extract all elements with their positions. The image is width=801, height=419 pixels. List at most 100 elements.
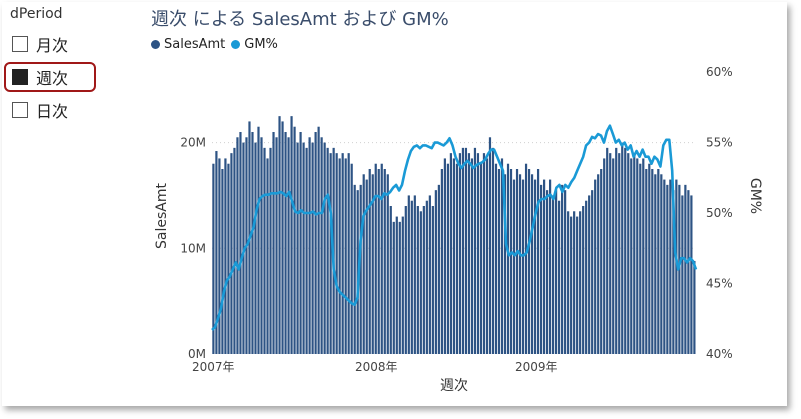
salesamt-bar [455, 163, 459, 354]
y2-tick-label: 45% [706, 277, 733, 291]
slicer-item-label: 月次 [36, 36, 69, 55]
salesamt-bar [570, 216, 573, 354]
salesamt-bar [335, 153, 338, 354]
salesamt-bar [467, 153, 471, 354]
salesamt-bar [612, 158, 615, 354]
x-tick-label: 2008年 [355, 360, 398, 374]
salesamt-bar [401, 216, 404, 354]
salesamt-bar [618, 153, 621, 354]
salesamt-bar [506, 163, 510, 354]
salesamt-bar [497, 169, 501, 354]
salesamt-bar [500, 158, 504, 354]
salesamt-bar [606, 147, 609, 354]
salesamt-bar [386, 174, 389, 354]
salesamt-bar [533, 179, 537, 354]
salesamt-bar [603, 158, 606, 354]
salesamt-bar [263, 147, 266, 354]
salesamt-bar [582, 206, 585, 354]
salesamt-bar [509, 169, 513, 354]
y2-tick-label: 50% [706, 206, 733, 220]
salesamt-bar [536, 169, 540, 354]
salesamt-bar [693, 260, 696, 354]
salesamt-bar [323, 142, 326, 354]
salesamt-bar [272, 132, 275, 354]
salesamt-bar [443, 158, 446, 354]
salesamt-bar [296, 142, 299, 354]
salesamt-bar [311, 142, 314, 354]
salesamt-bar [398, 221, 401, 354]
salesamt-bar [347, 153, 350, 354]
salesamt-bar [389, 206, 392, 354]
salesamt-bar [383, 169, 386, 354]
salesamt-bar [350, 163, 353, 354]
salesamt-bar [597, 174, 600, 354]
salesamt-bar [654, 174, 657, 354]
selection-highlight [4, 62, 96, 92]
salesamt-bar [452, 158, 456, 354]
salesamt-bar [329, 153, 332, 354]
salesamt-bar [564, 190, 567, 354]
salesamt-bar [260, 137, 263, 354]
slicer-item-daily[interactable]: 日次 [12, 99, 68, 121]
salesamt-bar [227, 163, 230, 354]
salesamt-bar [552, 195, 555, 354]
salesamt-bar [579, 211, 582, 354]
y-tick-label: 10M [180, 241, 206, 255]
salesamt-bar [473, 147, 477, 354]
salesamt-bar [326, 147, 329, 354]
salesamt-bar [648, 163, 651, 354]
salesamt-bar [320, 137, 323, 354]
salesamt-bar [278, 116, 281, 355]
salesamt-bar [368, 169, 371, 354]
salesamt-bar [425, 200, 428, 354]
salesamt-bar [567, 211, 570, 354]
salesamt-bar [374, 163, 377, 354]
checkbox-icon[interactable] [12, 36, 28, 52]
salesamt-bar [515, 169, 519, 354]
salesamt-bar [422, 206, 425, 354]
salesamt-bar [630, 158, 633, 354]
legend-item-salesamt[interactable]: SalesAmt [151, 37, 225, 52]
salesamt-bar [428, 195, 431, 354]
salesamt-bar [672, 190, 675, 354]
y-axis-title: SalesAmt [154, 183, 170, 249]
salesamt-bar [639, 163, 642, 354]
salesamt-bar [413, 195, 416, 354]
chart-legend: SalesAmt GM% [151, 37, 284, 52]
salesamt-bar [633, 153, 636, 354]
salesamt-bar [542, 179, 546, 354]
salesamt-bar [591, 190, 594, 354]
salesamt-bar [576, 216, 579, 354]
salesamt-bar [690, 195, 693, 354]
salesamt-bar [215, 151, 218, 354]
salesamt-bar [657, 169, 660, 354]
salesamt-bar [485, 158, 489, 354]
checkbox-checked-icon[interactable] [12, 69, 28, 85]
salesamt-bar [362, 174, 365, 354]
salesamt-bar [236, 137, 239, 354]
chart-title: 週次 による SalesAmt および GM% [151, 9, 449, 30]
salesamt-bar [284, 132, 287, 354]
slicer-item-monthly[interactable]: 月次 [12, 33, 68, 55]
legend-item-gm[interactable]: GM% [231, 37, 278, 52]
salesamt-bar [437, 184, 440, 354]
salesamt-bar [353, 184, 356, 354]
salesamt-bar [660, 174, 663, 354]
salesamt-bar [461, 147, 465, 354]
salesamt-bar [404, 206, 407, 354]
salesamt-bar [446, 163, 449, 354]
salesamt-bar [344, 158, 347, 354]
salesamt-bar [338, 158, 341, 354]
salesamt-bar [233, 147, 236, 354]
salesamt-bar [410, 200, 413, 354]
y2-tick-label: 60% [706, 65, 733, 79]
y-tick-label: 0M [188, 347, 206, 361]
salesamt-bar [476, 153, 480, 354]
salesamt-bar [594, 179, 597, 354]
salesamt-bar [494, 163, 498, 354]
checkbox-icon[interactable] [12, 102, 28, 118]
slicer-item-weekly[interactable]: 週次 [12, 66, 68, 88]
salesamt-bar [221, 169, 224, 354]
salesamt-bar [218, 158, 221, 354]
salesamt-bar [663, 179, 666, 354]
